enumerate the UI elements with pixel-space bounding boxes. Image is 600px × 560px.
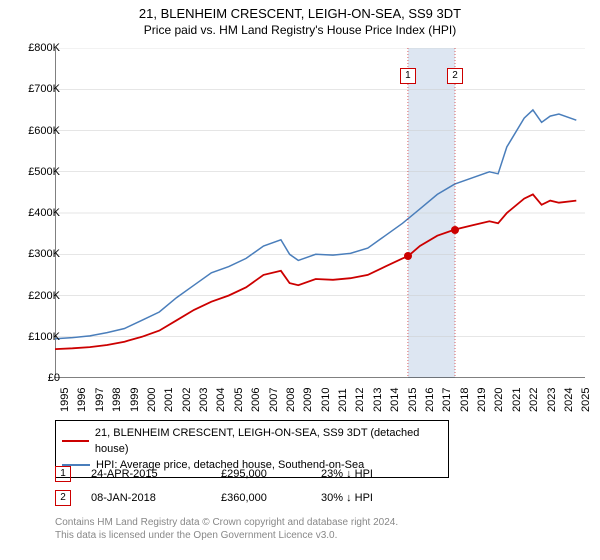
x-tick-label: 1996 xyxy=(76,388,88,412)
plot-area: 12 xyxy=(55,48,585,378)
legend-label-property: 21, BLENHEIM CRESCENT, LEIGH-ON-SEA, SS9… xyxy=(95,425,442,457)
x-tick-label: 2015 xyxy=(407,388,419,412)
y-tick-label: £500K xyxy=(10,166,60,178)
x-tick-label: 2007 xyxy=(268,388,280,412)
x-tick-label: 1995 xyxy=(59,388,71,412)
sale-callout-1: 1 xyxy=(400,68,416,84)
y-tick-label: £700K xyxy=(10,83,60,95)
x-tick-label: 2020 xyxy=(493,388,505,412)
x-tick-label: 2025 xyxy=(580,388,592,412)
chart-container: 21, BLENHEIM CRESCENT, LEIGH-ON-SEA, SS9… xyxy=(0,0,600,560)
plot-svg xyxy=(55,48,585,378)
x-tick-label: 2021 xyxy=(511,388,523,412)
sale-marker-1: 1 xyxy=(55,466,71,482)
x-tick-label: 2001 xyxy=(163,388,175,412)
x-tick-label: 2022 xyxy=(528,388,540,412)
x-tick-label: 1997 xyxy=(94,388,106,412)
footer-line-1: Contains HM Land Registry data © Crown c… xyxy=(55,516,398,529)
x-tick-label: 2006 xyxy=(250,388,262,412)
y-tick-label: £300K xyxy=(10,248,60,260)
y-tick-label: £200K xyxy=(10,290,60,302)
x-tick-label: 2011 xyxy=(337,388,349,412)
x-tick-label: 2013 xyxy=(372,388,384,412)
footer: Contains HM Land Registry data © Crown c… xyxy=(55,516,398,542)
sale-hpi-2: 30% ↓ HPI xyxy=(321,492,411,504)
y-tick-label: £800K xyxy=(10,42,60,54)
sale-dot-1 xyxy=(404,252,412,260)
x-tick-label: 2005 xyxy=(233,388,245,412)
sale-callout-2: 2 xyxy=(447,68,463,84)
chart-title: 21, BLENHEIM CRESCENT, LEIGH-ON-SEA, SS9… xyxy=(0,0,600,21)
sale-marker-2: 2 xyxy=(55,490,71,506)
x-tick-label: 2017 xyxy=(441,388,453,412)
sale-date-2: 08-JAN-2018 xyxy=(91,492,201,504)
sale-price-1: £295,000 xyxy=(221,468,301,480)
x-tick-label: 2003 xyxy=(198,388,210,412)
sale-row-1: 1 24-APR-2015 £295,000 23% ↓ HPI xyxy=(55,462,411,486)
sales-table: 1 24-APR-2015 £295,000 23% ↓ HPI 2 08-JA… xyxy=(55,462,411,510)
sale-date-1: 24-APR-2015 xyxy=(91,468,201,480)
sale-row-2: 2 08-JAN-2018 £360,000 30% ↓ HPI xyxy=(55,486,411,510)
x-tick-label: 2019 xyxy=(476,388,488,412)
x-tick-label: 2012 xyxy=(354,388,366,412)
x-tick-label: 1999 xyxy=(129,388,141,412)
x-tick-label: 1998 xyxy=(111,388,123,412)
x-tick-label: 2024 xyxy=(563,388,575,412)
x-tick-label: 2023 xyxy=(546,388,558,412)
sale-hpi-1: 23% ↓ HPI xyxy=(321,468,411,480)
x-tick-label: 2018 xyxy=(459,388,471,412)
y-tick-label: £100K xyxy=(10,331,60,343)
x-tick-label: 2008 xyxy=(285,388,297,412)
x-tick-label: 2000 xyxy=(146,388,158,412)
x-tick-label: 2009 xyxy=(302,388,314,412)
legend-swatch-property xyxy=(62,440,89,442)
sale-price-2: £360,000 xyxy=(221,492,301,504)
x-tick-label: 2010 xyxy=(320,388,332,412)
sale-dot-2 xyxy=(451,226,459,234)
legend-item-property: 21, BLENHEIM CRESCENT, LEIGH-ON-SEA, SS9… xyxy=(62,425,442,457)
x-tick-label: 2002 xyxy=(181,388,193,412)
x-tick-label: 2004 xyxy=(215,388,227,412)
chart-subtitle: Price paid vs. HM Land Registry's House … xyxy=(0,21,600,37)
footer-line-2: This data is licensed under the Open Gov… xyxy=(55,529,398,542)
y-tick-label: £0 xyxy=(10,372,60,384)
x-tick-label: 2014 xyxy=(389,388,401,412)
y-tick-label: £400K xyxy=(10,207,60,219)
y-tick-label: £600K xyxy=(10,125,60,137)
x-tick-label: 2016 xyxy=(424,388,436,412)
